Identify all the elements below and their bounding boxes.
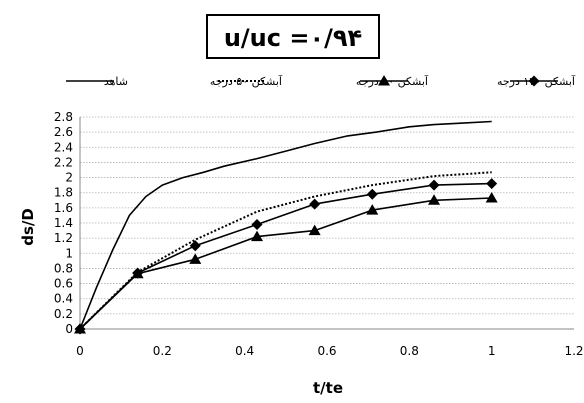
y-tick-label: 2.4: [54, 140, 73, 154]
series-2: [74, 192, 498, 334]
y-tick-label: 1.8: [54, 186, 73, 200]
data-point-diamond: [428, 179, 440, 191]
y-axis-label: ds/D: [19, 208, 37, 246]
title-box: [206, 14, 380, 59]
y-tick-label: 0: [65, 322, 73, 336]
x-tick-label: 1: [488, 344, 496, 358]
data-point-diamond: [366, 188, 378, 200]
series-line-2: [79, 197, 492, 330]
y-tick-label: 2.2: [54, 155, 73, 169]
y-tick-label: 1.4: [54, 216, 73, 230]
legend-item-2: آبشکن ۹۰ درجه: [356, 74, 429, 88]
data-point-triangle: [428, 194, 441, 205]
x-axis-label: t/te: [313, 379, 343, 397]
axes: [79, 117, 574, 330]
legend-label-3: آبشکن ۱۲۰ درجه: [497, 74, 576, 88]
data-point-triangle: [189, 253, 202, 264]
x-tick-label: 0.6: [317, 344, 336, 358]
y-tick-label: 1.6: [54, 201, 73, 215]
data-point-triangle: [485, 192, 498, 203]
y-tick-label: 0.8: [54, 261, 73, 275]
y-tick-label: 0.4: [54, 292, 73, 306]
data-point-diamond: [309, 198, 321, 210]
series-group: [74, 120, 498, 335]
data-point-diamond: [74, 323, 86, 335]
y-tick-label: 2.6: [54, 125, 73, 139]
series-3: [74, 178, 498, 335]
legend-label-2: آبشکن ۹۰ درجه: [356, 74, 429, 88]
legend-label-1: آبشکن ۵۰ درجه: [210, 74, 283, 88]
x-tick-labels: 0 0.2 0.4 0.6 0.8 1 1.2: [76, 344, 583, 358]
x-tick-label: 0.8: [400, 344, 419, 358]
chart-title: u/uc =۰/۹۴: [224, 24, 362, 52]
y-tick-label: 2: [65, 171, 73, 185]
x-tick-label: 0: [76, 344, 84, 358]
data-point-diamond: [189, 240, 201, 252]
legend-item-3: آبشکن ۱۲۰ درجه: [497, 74, 576, 88]
legend-item-0: شاهد: [66, 75, 128, 88]
x-tick-label: 1.2: [564, 344, 583, 358]
data-point-triangle: [378, 75, 390, 86]
series-line-3: [79, 182, 492, 330]
legend-label-0: شاهد: [104, 75, 128, 88]
data-point-triangle: [366, 204, 379, 215]
series-0: [79, 120, 492, 330]
y-tick-label: 1: [65, 246, 73, 260]
x-tick-label: 0.4: [235, 344, 254, 358]
data-point-diamond: [528, 75, 540, 87]
y-tick-label: 1.2: [54, 231, 73, 245]
data-point-triangle: [308, 224, 321, 236]
y-tick-label: 0.2: [54, 307, 73, 321]
data-point-diamond: [132, 267, 144, 279]
data-point-diamond: [251, 219, 263, 231]
series-line-1: [79, 171, 492, 330]
legend: آبشکن ۱۲۰ درجه آبشکن ۹۰ درجه آبشکن ۵۰ درجه…: [66, 74, 576, 88]
y-tick-labels: 00.20.40.6 0.811.21.41.61.82 2.22.42.62.8: [54, 110, 73, 336]
series-1: [79, 171, 492, 330]
y-tick-label: 0.6: [54, 277, 73, 291]
series-line-0: [79, 120, 492, 330]
grid: [80, 116, 574, 330]
data-point-triangle: [251, 230, 264, 242]
x-tick-label: 0.2: [153, 344, 172, 358]
legend-item-1: آبشکن ۵۰ درجه: [210, 74, 283, 88]
y-tick-label: 2.8: [54, 110, 73, 124]
data-point-diamond: [486, 178, 498, 190]
